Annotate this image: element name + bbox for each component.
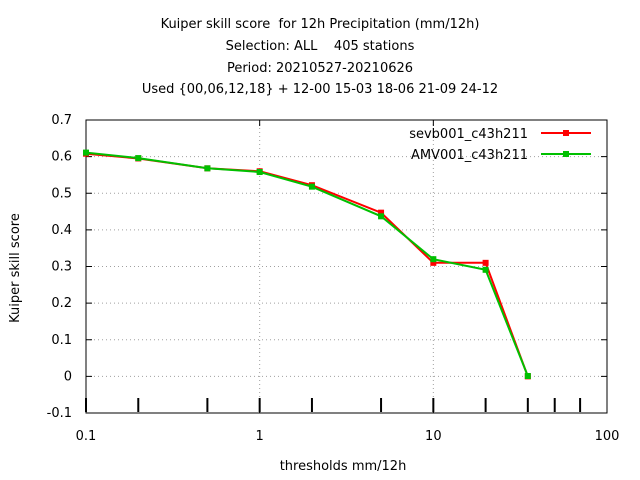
x-tick-label: 0.1 [76, 429, 97, 444]
x-minor-marks [85, 398, 582, 412]
legend-label-sevb001_c43h211: sevb001_c43h211 [409, 127, 528, 142]
data-point-AMV001_c43h211 [135, 155, 142, 162]
data-point-sevb001_c43h211 [482, 259, 489, 266]
data-point-sevb001_c43h211 [430, 259, 437, 266]
data-point-AMV001_c43h211 [378, 213, 385, 220]
chart-title-line-1: Kuiper skill score for 12h Precipitation… [160, 17, 480, 32]
legend-marker-AMV001_c43h211 [563, 151, 569, 157]
grid-lines [86, 120, 607, 413]
series-layer [83, 149, 531, 380]
y-tick-label: 0.6 [51, 150, 72, 165]
legend-marker-sevb001_c43h211 [563, 130, 569, 136]
axis-ticks: -0.1 0 0.1 0.2 0.3 0.4 0.5 0.6 0.7 0.1 1 10 100 [47, 113, 620, 444]
data-point-AMV001_c43h211 [524, 373, 531, 380]
x-tick-label: 100 [595, 429, 620, 444]
x-tick-label: 10 [425, 429, 442, 444]
data-point-AMV001_c43h211 [308, 183, 315, 190]
data-point-AMV001_c43h211 [83, 149, 89, 156]
data-point-AMV001_c43h211 [482, 266, 489, 273]
legend-label-AMV001_c43h211: AMV001_c43h211 [411, 148, 528, 163]
chart-title-line-2: Selection: ALL 405 stations [225, 39, 415, 54]
y-tick-label: 0.3 [51, 260, 72, 275]
y-tick-label: 0.2 [51, 296, 72, 311]
y-tick-label: 0.5 [51, 186, 72, 201]
data-point-AMV001_c43h211 [256, 169, 263, 176]
y-tick-label: 0 [64, 369, 72, 384]
data-point-sevb001_c43h211 [378, 209, 385, 216]
y-tick-label: -0.1 [47, 406, 72, 421]
y-axis-label: Kuiper skill score [8, 213, 23, 323]
series-line-AMV001_c43h211 [85, 151, 529, 377]
x-tick-label: 1 [256, 429, 264, 444]
chart-title-line-4: Used {00,06,12,18} + 12-00 15-03 18-06 2… [141, 82, 499, 97]
legend: sevb001_c43h211 AMV001_c43h211 [409, 127, 591, 163]
x-axis-label: thresholds mm/12h [280, 459, 407, 474]
y-tick-label: 0.1 [51, 333, 72, 348]
chart-title-line-3: Period: 20210527-20210626 [226, 61, 414, 76]
data-point-AMV001_c43h211 [204, 165, 211, 172]
y-tick-label: 0.4 [51, 223, 72, 238]
data-point-AMV001_c43h211 [430, 256, 437, 263]
y-tick-label: 0.7 [51, 113, 72, 128]
